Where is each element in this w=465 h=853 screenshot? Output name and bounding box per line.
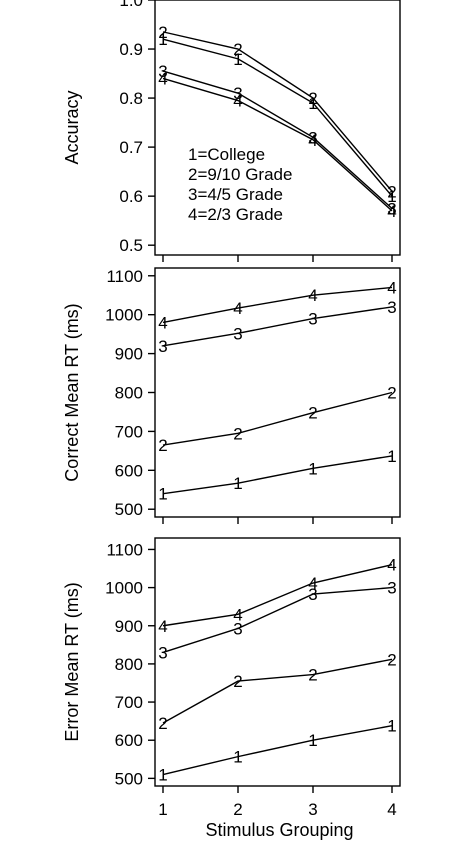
series-line-2 xyxy=(162,391,393,446)
data-point-1: 1 xyxy=(308,459,317,478)
data-point-1: 1 xyxy=(308,94,317,113)
data-point-3: 3 xyxy=(158,62,167,81)
data-point-3: 3 xyxy=(387,298,396,317)
y-tick-label: 700 xyxy=(115,422,143,441)
data-point-4: 4 xyxy=(387,202,396,221)
y-axis-label: Accuracy xyxy=(62,90,82,164)
plot-frame xyxy=(154,537,401,787)
data-point-3: 3 xyxy=(387,579,396,598)
data-point-2: 2 xyxy=(233,424,242,443)
data-point-4: 4 xyxy=(233,605,242,624)
data-point-3: 3 xyxy=(233,619,242,638)
y-tick-label: 800 xyxy=(115,655,143,674)
data-point-4: 4 xyxy=(387,278,396,297)
x-tick-label: 3 xyxy=(308,800,317,819)
data-point-3: 3 xyxy=(158,337,167,356)
series-line-1 xyxy=(162,38,393,197)
data-point-1: 1 xyxy=(233,748,242,767)
data-point-3: 3 xyxy=(158,643,167,662)
panel-1: 0.50.60.70.80.91.0Accuracy11112222333344… xyxy=(62,0,401,262)
data-point-4: 4 xyxy=(233,92,242,111)
y-tick-label: 500 xyxy=(115,769,143,788)
data-point-4: 4 xyxy=(308,286,317,305)
series-line-4 xyxy=(162,564,393,627)
data-point-3: 3 xyxy=(308,585,317,604)
data-point-1: 1 xyxy=(233,474,242,493)
data-point-4: 4 xyxy=(158,617,167,636)
y-tick-label: 0.5 xyxy=(119,236,143,255)
series-line-3 xyxy=(162,70,393,209)
y-tick-label: 1000 xyxy=(105,579,143,598)
data-point-3: 3 xyxy=(308,128,317,147)
y-tick-label: 1.0 xyxy=(119,0,143,10)
data-point-1: 1 xyxy=(158,485,167,504)
y-tick-label: 0.8 xyxy=(119,89,143,108)
plot-frame xyxy=(154,267,401,518)
y-axis-label: Correct Mean RT (ms) xyxy=(62,303,82,481)
data-point-3: 3 xyxy=(387,199,396,218)
data-point-2: 2 xyxy=(158,436,167,455)
plot-frame xyxy=(154,0,401,256)
data-point-1: 1 xyxy=(387,447,396,466)
data-point-3: 3 xyxy=(308,310,317,329)
data-point-2: 2 xyxy=(308,89,317,108)
x-tick-label: 2 xyxy=(233,800,242,819)
legend-entry: 4=2/3 Grade xyxy=(188,205,283,224)
legend-entry: 2=9/10 Grade xyxy=(188,165,292,184)
x-tick-label: 4 xyxy=(387,800,396,819)
x-axis-label: Stimulus Grouping xyxy=(205,820,353,840)
data-point-1: 1 xyxy=(158,30,167,49)
data-point-4: 4 xyxy=(387,556,396,575)
data-point-2: 2 xyxy=(158,714,167,733)
series-line-4 xyxy=(162,77,393,212)
x-tick-label: 1 xyxy=(158,800,167,819)
data-point-4: 4 xyxy=(158,69,167,88)
legend-entry: 3=4/5 Grade xyxy=(188,185,283,204)
y-tick-label: 600 xyxy=(115,461,143,480)
data-point-1: 1 xyxy=(158,766,167,785)
y-tick-label: 900 xyxy=(115,617,143,636)
panel-3: 500 600 700 800 900 1000 1100 Error Mean RT (ms… xyxy=(62,537,401,840)
y-tick-label: 700 xyxy=(115,693,143,712)
data-point-2: 2 xyxy=(158,23,167,42)
y-tick-label: 1000 xyxy=(105,306,143,325)
data-point-2: 2 xyxy=(233,672,242,691)
data-point-2: 2 xyxy=(387,650,396,669)
data-point-2: 2 xyxy=(308,404,317,423)
data-point-4: 4 xyxy=(308,131,317,150)
series-line-2 xyxy=(162,31,393,192)
y-axis-label: Error Mean RT (ms) xyxy=(62,582,82,741)
legend-entry: 1=College xyxy=(188,145,265,164)
y-tick-label: 600 xyxy=(115,731,143,750)
series-line-3 xyxy=(162,306,393,347)
series-line-3 xyxy=(162,586,393,654)
y-tick-label: 500 xyxy=(115,500,143,519)
series-line-1 xyxy=(162,455,393,495)
y-tick-label: 0.9 xyxy=(119,40,143,59)
y-tick-label: 1100 xyxy=(106,267,143,286)
y-tick-label: 0.7 xyxy=(119,138,143,157)
data-point-1: 1 xyxy=(308,731,317,750)
data-point-2: 2 xyxy=(308,666,317,685)
y-tick-label: 900 xyxy=(115,345,143,364)
panel-2: 500 600 700 800 900 1000 1100 Correct Mean RT (… xyxy=(62,267,401,524)
data-point-4: 4 xyxy=(233,299,242,318)
data-point-2: 2 xyxy=(387,384,396,403)
data-point-3: 3 xyxy=(233,324,242,343)
data-point-2: 2 xyxy=(387,182,396,201)
series-line-1 xyxy=(162,725,393,776)
data-point-2: 2 xyxy=(233,40,242,59)
series-line-4 xyxy=(162,286,393,324)
data-point-3: 3 xyxy=(233,84,242,103)
data-point-1: 1 xyxy=(233,50,242,69)
data-point-1: 1 xyxy=(387,717,396,736)
data-point-1: 1 xyxy=(387,187,396,206)
series-line-2 xyxy=(162,658,393,724)
y-tick-label: 1100 xyxy=(106,540,143,559)
data-point-4: 4 xyxy=(158,313,167,332)
y-tick-label: 0.6 xyxy=(119,187,143,206)
y-tick-label: 800 xyxy=(115,384,143,403)
data-point-4: 4 xyxy=(308,574,317,593)
